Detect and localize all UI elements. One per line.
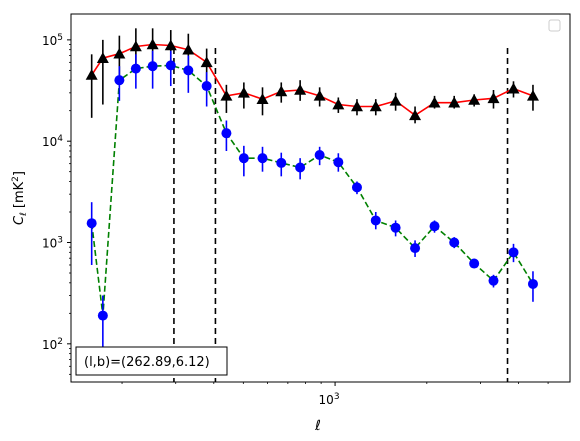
y-tick-label-0: 102 [42, 337, 63, 352]
series-1-point-23 [508, 247, 519, 258]
series-1-point-16 [370, 215, 381, 226]
series-1-point-13 [314, 150, 325, 161]
series-0-point-7 [200, 56, 213, 68]
series-1-point-5 [165, 60, 176, 71]
annotation-box [75, 346, 228, 376]
series-1-point-6 [183, 65, 194, 76]
y-axis-label-subscript: ℓ [19, 212, 29, 217]
series-0-point-3 [129, 40, 142, 52]
series-1-point-17 [390, 222, 401, 233]
series-1-point-22 [488, 275, 499, 286]
series-0-point-10 [256, 93, 269, 104]
series-1-point-18 [410, 243, 421, 254]
series-1-point-11 [276, 157, 287, 168]
y-tick-label-2: 104 [42, 134, 63, 149]
series-0-point-6 [182, 43, 195, 55]
series-0-point-4 [146, 38, 159, 50]
series-0-point-15 [350, 100, 363, 112]
series-0-point-24 [526, 89, 539, 101]
series-0-point-18 [409, 109, 422, 121]
series-1-point-2 [114, 75, 125, 86]
series-0-point-17 [389, 94, 402, 106]
y-axis-label-unit: [mK [12, 181, 27, 212]
series-0-point-0 [85, 69, 98, 80]
y-axis-label: Cℓ [mK2] [11, 171, 29, 225]
annotation-text: (l,b)=(262.89,6.12) [84, 355, 210, 370]
series-1-point-24 [527, 278, 538, 289]
y-tick-label-3: 105 [42, 33, 63, 48]
series-1-point-3 [130, 63, 141, 74]
series-0-point-20 [448, 96, 461, 108]
series-1-point-19 [429, 221, 440, 232]
series-0-point-9 [237, 86, 250, 98]
series-1-point-12 [295, 162, 306, 173]
series-1-point-1 [97, 310, 108, 321]
series-0-point-8 [220, 89, 233, 101]
y-axis-label-main: C [12, 215, 27, 225]
series-0-point-16 [369, 100, 382, 112]
axes [70, 13, 571, 383]
series-0-point-14 [332, 98, 345, 110]
y-axis-label-unit-close: ] [12, 171, 27, 176]
series-0-point-13 [313, 89, 326, 101]
series-0-point-11 [275, 85, 288, 97]
series-1-point-7 [201, 81, 212, 92]
axes-frame [70, 13, 571, 383]
series-1-point-0 [86, 218, 97, 229]
series-0-point-5 [164, 39, 177, 51]
series-1-point-14 [333, 157, 344, 168]
series-0-point-19 [428, 96, 441, 108]
plot-area [85, 28, 539, 382]
series-0-point-22 [487, 92, 500, 104]
x-tick-label-0: 103 [319, 392, 340, 407]
series-1-point-10 [257, 153, 268, 164]
series-1-point-21 [469, 258, 480, 269]
series-1-point-20 [449, 237, 460, 248]
annotation-box-group: (l,b)=(262.89,6.12) [75, 346, 228, 376]
axis-labels: ℓ Cℓ [mK2] [11, 171, 321, 434]
x-axis-label: ℓ [314, 418, 321, 434]
y-tick-label-1: 103 [42, 236, 63, 251]
series-0-point-2 [113, 47, 126, 59]
series-0-point-1 [96, 52, 109, 63]
series-1-point-8 [221, 128, 232, 139]
legend-box [548, 19, 561, 32]
series-1-point-9 [238, 153, 249, 164]
series-1-point-4 [147, 61, 158, 72]
series-0-point-12 [294, 84, 307, 95]
tick-marks: 102 103 104 105 103 [42, 33, 549, 407]
series-0-point-23 [507, 82, 520, 94]
y-axis-label-unit-superscript: 2 [11, 176, 21, 182]
series-1-point-15 [351, 182, 362, 193]
series-0-point-21 [468, 93, 481, 105]
